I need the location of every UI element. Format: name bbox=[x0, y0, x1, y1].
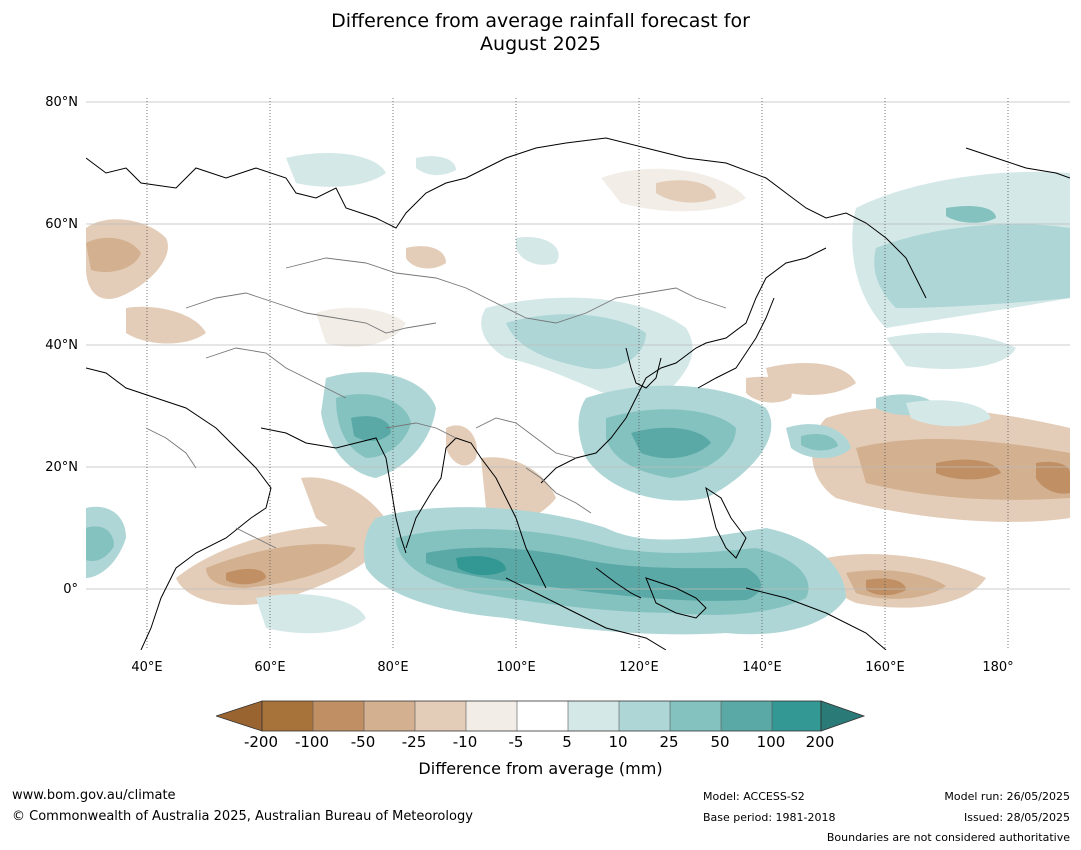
colorbar-tick: 5 bbox=[562, 733, 572, 751]
colorbar-tick: -5 bbox=[508, 733, 524, 751]
colorbar-swatch bbox=[772, 701, 821, 731]
lat-label-20n: 20°N bbox=[45, 460, 78, 475]
colorbar-swatch bbox=[364, 701, 415, 731]
issued-date: Issued: 28/05/2025 bbox=[963, 811, 1070, 824]
lat-label-80n: 80°N bbox=[45, 95, 78, 110]
colorbar-tick: 10 bbox=[608, 733, 628, 751]
map-canvas bbox=[86, 98, 1070, 650]
lon-label-40e: 40°E bbox=[131, 660, 163, 675]
lon-label-160e: 160°E bbox=[865, 660, 905, 675]
country-borders bbox=[145, 257, 727, 549]
lon-label-100e: 100°E bbox=[496, 660, 536, 675]
colorbar-tick: 25 bbox=[659, 733, 679, 751]
colorbar-swatch bbox=[517, 701, 568, 731]
colorbar-tick: -10 bbox=[452, 733, 478, 751]
colorbar-swatch bbox=[670, 701, 721, 731]
lon-label-80e: 80°E bbox=[377, 660, 409, 675]
colorbar-swatch bbox=[262, 701, 313, 731]
model-run-date: Model run: 26/05/2025 bbox=[944, 790, 1070, 803]
colorbar-swatch bbox=[619, 701, 670, 731]
colorbar bbox=[216, 700, 866, 732]
lon-label-180: 180° bbox=[982, 660, 1014, 675]
colorbar-tick: -25 bbox=[401, 733, 427, 751]
colorbar-swatch bbox=[313, 701, 364, 731]
colorbar-tick: 100 bbox=[756, 733, 786, 751]
latitude-gridlines bbox=[86, 101, 1070, 590]
colorbar-over-arrow bbox=[820, 700, 866, 732]
colorbar-swatch bbox=[466, 701, 517, 731]
copyright-notice: © Commonwealth of Australia 2025, Austra… bbox=[12, 809, 473, 824]
colorbar-tick: 200 bbox=[805, 733, 835, 751]
lon-label-120e: 120°E bbox=[619, 660, 659, 675]
lat-label-0: 0° bbox=[63, 582, 78, 597]
colorbar-tick: -50 bbox=[350, 733, 376, 751]
colorbar-under-arrow bbox=[216, 700, 263, 732]
website-link[interactable]: www.bom.gov.au/climate bbox=[12, 788, 176, 803]
lon-label-140e: 140°E bbox=[742, 660, 782, 675]
colorbar-tick: -100 bbox=[294, 733, 330, 751]
title-line-2: August 2025 bbox=[480, 33, 601, 55]
boundaries-disclaimer: Boundaries are not considered authoritat… bbox=[826, 831, 1070, 844]
wet-anomaly-regions bbox=[86, 153, 1070, 635]
longitude-gridlines bbox=[146, 98, 1009, 650]
colorbar-label: Difference from average (mm) bbox=[418, 759, 663, 778]
colorbar-tick: 50 bbox=[710, 733, 730, 751]
colorbar-tick: -200 bbox=[243, 733, 279, 751]
colorbar-swatch bbox=[721, 701, 772, 731]
lon-label-60e: 60°E bbox=[254, 660, 286, 675]
map-title: Difference from average rainfall forecas… bbox=[0, 10, 1081, 56]
title-line-1: Difference from average rainfall forecas… bbox=[331, 10, 750, 32]
rainfall-map bbox=[86, 98, 1070, 650]
colorbar-swatch bbox=[415, 701, 466, 731]
base-period: Base period: 1981-2018 bbox=[703, 811, 836, 824]
model-name: Model: ACCESS-S2 bbox=[703, 790, 805, 803]
lat-label-40n: 40°N bbox=[45, 338, 78, 353]
lat-label-60n: 60°N bbox=[45, 217, 78, 232]
colorbar-swatch bbox=[568, 701, 619, 731]
coastlines bbox=[86, 137, 1070, 650]
